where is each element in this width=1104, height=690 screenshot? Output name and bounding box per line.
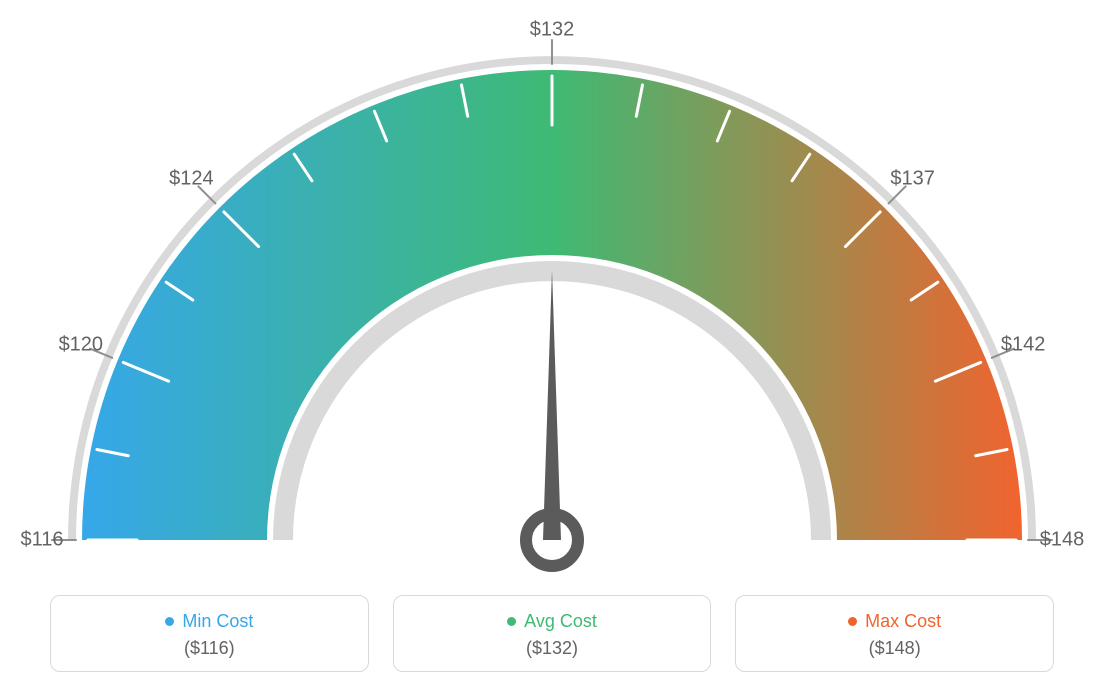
legend-title-avg: Avg Cost (507, 611, 597, 632)
gauge-tick-label: $120 (59, 333, 104, 356)
gauge-tick-label: $124 (169, 168, 214, 191)
legend-label-min: Min Cost (182, 611, 253, 632)
legend-card-min: Min Cost ($116) (50, 595, 369, 672)
legend-value-min: ($116) (61, 638, 358, 659)
gauge-area: $116 $120 $124 $132 $137 $142 $148 (0, 0, 1104, 580)
gauge-tick-label: $116 (20, 529, 63, 552)
legend-label-avg: Avg Cost (524, 611, 597, 632)
legend-value-avg: ($132) (404, 638, 701, 659)
legend-value-max: ($148) (746, 638, 1043, 659)
legend-card-avg: Avg Cost ($132) (393, 595, 712, 672)
legend-dot-max (848, 617, 857, 626)
legend-card-max: Max Cost ($148) (735, 595, 1054, 672)
gauge-tick-label: $142 (1001, 333, 1046, 356)
legend-title-max: Max Cost (848, 611, 941, 632)
gauge-tick-label: $132 (530, 19, 575, 42)
legend-label-max: Max Cost (865, 611, 941, 632)
gauge-tick-label: $148 (1040, 529, 1085, 552)
gauge-tick-label: $137 (890, 168, 935, 191)
legend-dot-avg (507, 617, 516, 626)
gauge-svg (0, 0, 1104, 580)
cost-gauge-chart: $116 $120 $124 $132 $137 $142 $148 Min Cost ($… (0, 0, 1104, 690)
legend-title-min: Min Cost (165, 611, 253, 632)
legend-row: Min Cost ($116) Avg Cost ($132) Max Cost… (50, 595, 1054, 672)
legend-dot-min (165, 617, 174, 626)
